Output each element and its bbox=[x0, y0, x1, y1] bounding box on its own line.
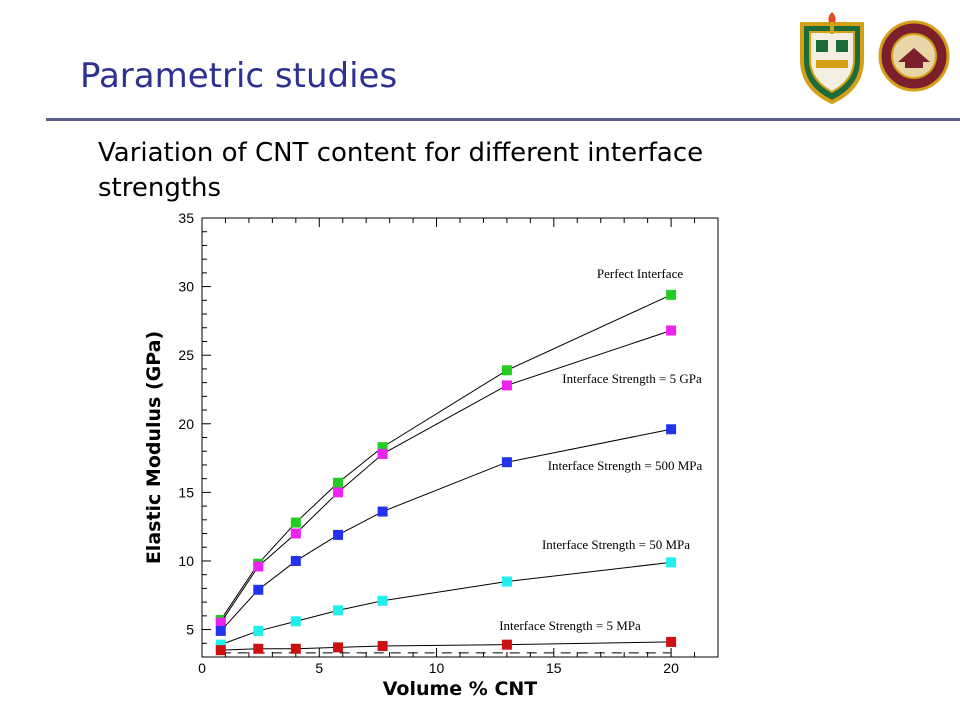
data-point bbox=[501, 380, 512, 391]
data-point bbox=[290, 616, 301, 627]
data-point bbox=[215, 617, 226, 628]
data-point bbox=[290, 528, 301, 539]
data-point bbox=[501, 639, 512, 650]
university-seal-logo bbox=[878, 20, 950, 92]
y-tick-label: 20 bbox=[178, 416, 194, 432]
data-point bbox=[333, 605, 344, 616]
data-point bbox=[215, 645, 226, 656]
x-tick-label: 20 bbox=[663, 660, 679, 676]
data-point bbox=[377, 448, 388, 459]
data-point bbox=[666, 557, 677, 568]
x-axis-label: Volume % CNT bbox=[383, 678, 538, 700]
data-point bbox=[666, 424, 677, 435]
series-line bbox=[220, 641, 672, 651]
data-point bbox=[377, 641, 388, 652]
data-point bbox=[377, 595, 388, 606]
data-point bbox=[333, 642, 344, 653]
data-point bbox=[377, 442, 388, 453]
data-point bbox=[290, 643, 301, 654]
data-point bbox=[290, 517, 301, 528]
data-point bbox=[501, 576, 512, 587]
y-tick-label: 30 bbox=[178, 279, 194, 295]
data-point bbox=[253, 625, 264, 636]
data-point bbox=[333, 477, 344, 488]
y-tick-label: 35 bbox=[178, 210, 194, 226]
y-tick-label: 10 bbox=[178, 553, 194, 569]
college-crest-logo bbox=[800, 12, 864, 105]
series-label: Interface Strength = 5 GPa bbox=[562, 371, 702, 386]
data-point bbox=[501, 457, 512, 468]
y-tick-label: 25 bbox=[178, 347, 194, 363]
slide-title: Parametric studies bbox=[80, 56, 398, 96]
data-point bbox=[333, 487, 344, 498]
data-point bbox=[253, 643, 264, 654]
y-tick-label: 5 bbox=[186, 622, 194, 638]
data-point bbox=[333, 529, 344, 540]
data-point bbox=[666, 325, 677, 336]
series-label: Interface Strength = 5 MPa bbox=[499, 618, 641, 633]
data-point bbox=[215, 625, 226, 636]
x-tick-label: 15 bbox=[546, 660, 562, 676]
series-label: Interface Strength = 500 MPa bbox=[548, 458, 703, 473]
y-axis-label: Elastic Modulus (GPa) bbox=[143, 331, 165, 564]
data-point bbox=[253, 584, 264, 595]
plot-frame bbox=[201, 217, 719, 658]
data-point bbox=[377, 506, 388, 517]
data-point bbox=[666, 289, 677, 300]
title-divider bbox=[46, 118, 960, 121]
x-tick-label: 5 bbox=[315, 660, 323, 676]
data-point bbox=[215, 639, 226, 650]
x-tick-label: 0 bbox=[198, 660, 206, 676]
series-label: Perfect Interface bbox=[597, 266, 683, 281]
data-point bbox=[253, 561, 264, 572]
series-label: Interface Strength = 50 MPa bbox=[542, 537, 690, 552]
data-point bbox=[501, 365, 512, 376]
slide-subtitle: Variation of CNT content for different i… bbox=[98, 138, 704, 203]
data-point bbox=[666, 636, 677, 647]
data-point bbox=[290, 555, 301, 566]
y-tick-label: 15 bbox=[178, 484, 194, 500]
x-tick-label: 10 bbox=[429, 660, 445, 676]
